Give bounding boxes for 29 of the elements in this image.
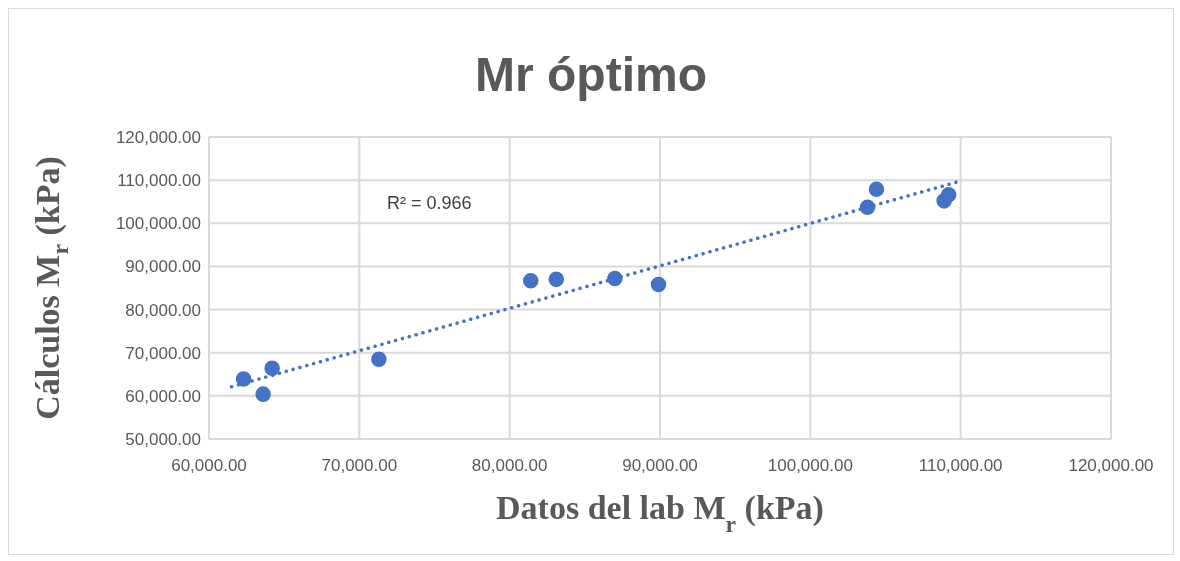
point: [868, 181, 885, 197]
point: [255, 386, 271, 402]
y-tick-label: 90,000.00: [125, 257, 201, 277]
y-tick-label: 110,000.00: [117, 171, 201, 191]
y-tick-label: 70,000.00: [125, 343, 201, 363]
x-tick-label: 90,000.00: [622, 456, 698, 476]
x-tick-label: 100,000.00: [767, 456, 853, 476]
chart-title: Mr óptimo: [474, 47, 708, 102]
y-tick-label: 80,000.00: [125, 300, 201, 320]
point: [264, 360, 280, 377]
x-axis-title: Datos del lab M$_{r}$ (kPa): [496, 489, 824, 537]
x-tick-label: 80,000.00: [471, 456, 548, 476]
x-tick-label: 110,000.00: [918, 456, 1003, 476]
x-tick-label: 60,000.00: [171, 456, 247, 476]
point: [940, 187, 957, 203]
x-tick-label: 70,000.00: [321, 456, 398, 476]
y-tick-label: 60,000.00: [125, 386, 201, 406]
y-tick-label: 120,000.00: [115, 128, 201, 148]
y-tick-label: 100,000.00: [115, 214, 201, 234]
point: [235, 371, 252, 387]
y-tick-label: 50,000.00: [125, 430, 201, 450]
point: [548, 271, 565, 288]
point: [650, 276, 667, 293]
annotation: R² = 0.966: [387, 193, 472, 213]
point: [859, 199, 876, 216]
x-tick-label: 120,000.00: [1068, 456, 1154, 476]
point: [371, 351, 387, 367]
point: [607, 270, 623, 287]
point: [522, 272, 539, 289]
